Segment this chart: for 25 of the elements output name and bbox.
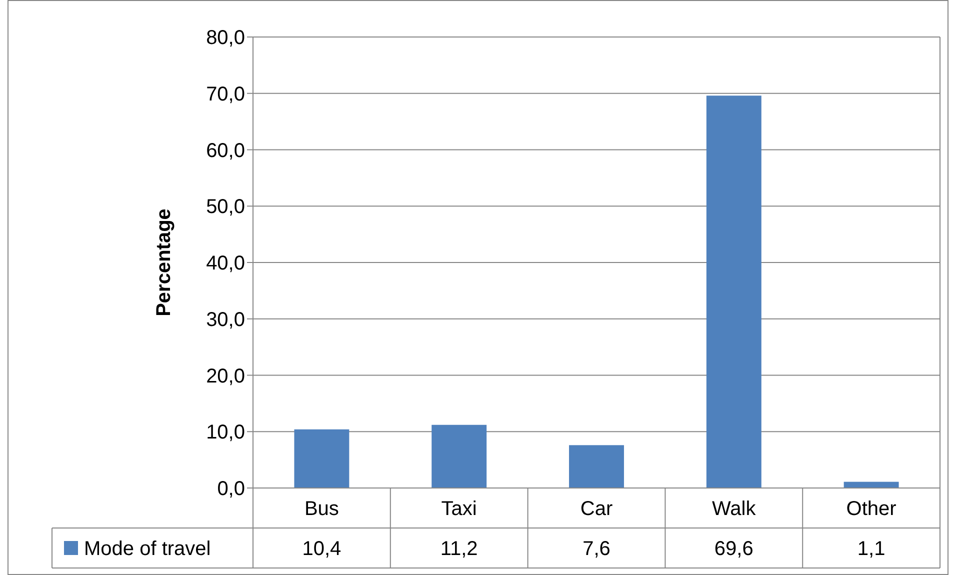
bar [706,96,762,488]
data-label: 69,6 [714,538,754,560]
data-label: 1,1 [857,538,886,560]
y-tick-label: 0,0 [217,478,245,500]
y-tick-label: 30,0 [206,308,245,331]
bar [432,424,487,488]
data-label: 10,4 [302,538,342,560]
y-tick-label: 80,0 [206,27,245,49]
x-tick-label: Taxi [441,498,477,520]
x-tick-label: Other [846,498,897,520]
y-tick-label: 10,0 [206,422,245,444]
y-axis-title: Percentage [153,208,175,316]
y-tick-label: 60,0 [206,140,245,162]
bar [294,429,350,488]
y-tick-label: 50,0 [206,196,245,218]
y-tick-label: 20,0 [206,365,245,388]
bar [569,445,624,488]
x-tick-label: Bus [304,498,339,520]
legend-label: Mode of travel [84,538,211,560]
data-label: 11,2 [440,538,478,560]
y-tick-label: 40,0 [206,252,245,274]
y-tick-label: 70,0 [206,83,245,106]
data-label: 7,6 [582,538,610,560]
x-tick-label: Walk [712,498,757,520]
x-tick-label: Car [580,498,613,520]
